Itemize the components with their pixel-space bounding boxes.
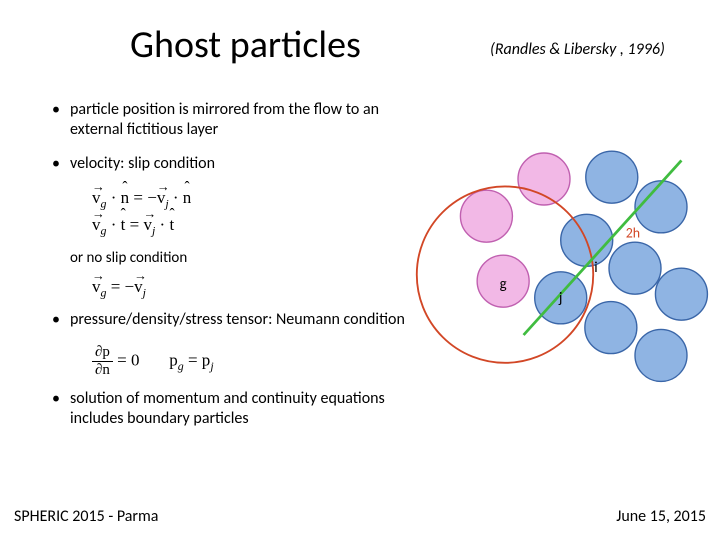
citation-text: (Randles & Libersky , 1996) [490, 40, 665, 59]
formula-neumann: ∂p∂n = 0 pg = pj [52, 344, 432, 379]
fluid-particle [586, 151, 638, 203]
bullet-list: particle position is mirrored from the f… [52, 100, 432, 443]
bullet-item: solution of momentum and continuity equa… [52, 389, 432, 429]
bullet-item: particle position is mirrored from the f… [52, 100, 432, 140]
ghost-particle-diagram: g j i 2h [440, 120, 700, 420]
fluid-particle [655, 268, 707, 320]
slide-title: Ghost particles [130, 22, 361, 68]
fluid-particle [609, 242, 661, 294]
label-g: g [500, 275, 507, 293]
formula-slip: vg · n = −vj · n vg · t = vj · t [52, 188, 432, 239]
label-i: i [594, 258, 597, 276]
radius-label: 2h [626, 225, 640, 242]
footer-right: June 15, 2015 [616, 507, 706, 526]
fluid-particle [635, 181, 687, 233]
footer-left: SPHERIC 2015 - Parma [14, 507, 158, 526]
ghost-particle [460, 190, 512, 242]
formula-noslip: vg = −vj [52, 277, 432, 300]
ghost-particle [518, 153, 570, 205]
bullet-item: pressure/density/stress tensor: Neumann … [52, 310, 432, 330]
fluid-particle [585, 302, 637, 354]
sub-text-noslip: or no slip condition [52, 249, 432, 267]
label-j: j [558, 289, 563, 307]
fluid-particle [635, 329, 687, 381]
bullet-item: velocity: slip condition [52, 154, 432, 174]
